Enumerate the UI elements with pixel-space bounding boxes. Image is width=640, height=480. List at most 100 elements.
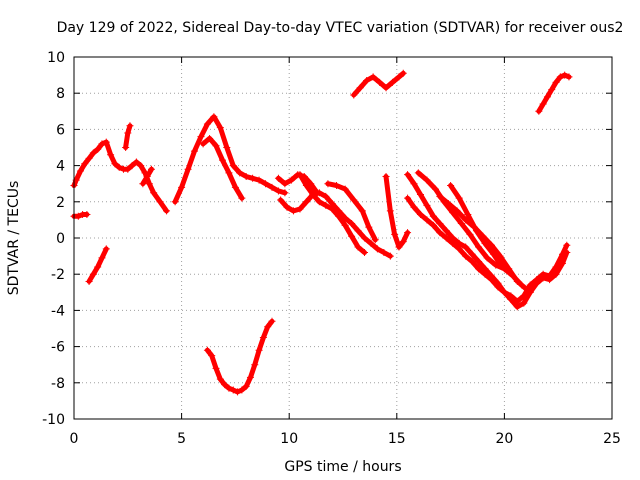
data-point bbox=[475, 243, 483, 251]
y-axis-label: SDTVAR / TECUs bbox=[6, 181, 22, 296]
data-point bbox=[324, 180, 332, 188]
data-point bbox=[143, 172, 151, 180]
data-point bbox=[513, 297, 521, 305]
data-point bbox=[475, 258, 483, 266]
data-point bbox=[341, 221, 349, 229]
data-point bbox=[102, 138, 110, 146]
data-point bbox=[436, 220, 444, 228]
data-point bbox=[371, 236, 379, 244]
series-arc-10 bbox=[296, 171, 369, 256]
data-point bbox=[229, 386, 237, 394]
data-point bbox=[225, 384, 233, 392]
data-point bbox=[462, 252, 470, 260]
data-point bbox=[444, 200, 452, 208]
data-point bbox=[391, 230, 399, 238]
data-point bbox=[251, 361, 259, 369]
data-point bbox=[429, 212, 437, 220]
data-point bbox=[124, 129, 132, 137]
data-point bbox=[552, 263, 560, 271]
data-point bbox=[102, 245, 110, 253]
data-point bbox=[453, 207, 461, 215]
data-point bbox=[236, 169, 244, 177]
data-point bbox=[206, 134, 214, 142]
data-point bbox=[296, 205, 304, 213]
data-point bbox=[107, 151, 115, 159]
data-point bbox=[535, 107, 543, 115]
data-point bbox=[242, 382, 250, 390]
x-tick-label: 0 bbox=[70, 431, 79, 447]
data-point bbox=[361, 234, 369, 242]
data-point bbox=[565, 73, 573, 81]
data-point bbox=[309, 191, 317, 199]
data-point bbox=[404, 229, 412, 237]
data-point bbox=[468, 258, 476, 266]
data-point bbox=[543, 93, 551, 101]
data-point bbox=[210, 113, 218, 121]
y-tick-label: -2 bbox=[51, 267, 65, 283]
data-point bbox=[520, 292, 528, 300]
data-point bbox=[382, 84, 390, 92]
series-arc-18 bbox=[404, 194, 571, 305]
data-point bbox=[171, 198, 179, 206]
data-point bbox=[139, 180, 147, 188]
series-arc-3 bbox=[85, 245, 110, 285]
data-point bbox=[283, 203, 291, 211]
data-point bbox=[367, 239, 375, 247]
data-point bbox=[234, 388, 242, 396]
series-arc-13 bbox=[382, 172, 412, 251]
data-point bbox=[274, 174, 282, 182]
data-point bbox=[350, 196, 358, 204]
data-point bbox=[302, 182, 310, 190]
data-point bbox=[539, 100, 547, 108]
data-point bbox=[561, 71, 569, 79]
data-point bbox=[348, 220, 356, 228]
data-point bbox=[399, 69, 407, 77]
data-point bbox=[436, 229, 444, 237]
data-point bbox=[335, 212, 343, 220]
data-point bbox=[404, 171, 412, 179]
series-line bbox=[172, 114, 288, 205]
data-point bbox=[223, 144, 231, 151]
data-point bbox=[380, 248, 388, 256]
y-tick-label: -6 bbox=[51, 340, 65, 356]
data-point bbox=[197, 133, 205, 141]
data-point bbox=[203, 346, 211, 354]
series-arc-9 bbox=[277, 189, 394, 260]
data-point bbox=[89, 149, 97, 157]
data-point bbox=[242, 172, 250, 180]
data-point bbox=[268, 317, 276, 325]
data-point bbox=[212, 364, 220, 372]
data-point bbox=[212, 142, 220, 150]
x-tick-label: 5 bbox=[177, 431, 186, 447]
y-tick-label: 10 bbox=[47, 50, 65, 66]
data-point bbox=[74, 212, 82, 220]
data-point bbox=[563, 241, 571, 249]
data-point bbox=[255, 346, 263, 354]
data-point bbox=[191, 147, 199, 155]
data-point bbox=[128, 162, 136, 170]
series-arc-17 bbox=[447, 182, 506, 271]
data-point bbox=[490, 250, 498, 258]
data-point bbox=[356, 84, 364, 92]
data-point bbox=[147, 165, 155, 173]
data-point bbox=[436, 192, 444, 200]
series-arc-12 bbox=[350, 69, 407, 99]
series-arc-4 bbox=[122, 122, 134, 151]
series-arc-5 bbox=[139, 165, 155, 188]
data-point bbox=[126, 122, 134, 130]
data-point bbox=[302, 198, 310, 206]
data-point bbox=[315, 198, 323, 206]
data-point bbox=[249, 174, 257, 182]
data-point bbox=[386, 207, 394, 215]
data-point bbox=[548, 86, 556, 94]
data-point bbox=[246, 373, 254, 381]
series-arc-7 bbox=[199, 134, 246, 202]
y-tick-label: -10 bbox=[42, 412, 65, 428]
data-point bbox=[447, 182, 455, 190]
data-point bbox=[410, 203, 418, 211]
data-point bbox=[163, 207, 171, 215]
data-point bbox=[505, 265, 513, 273]
data-point bbox=[475, 265, 483, 273]
data-point bbox=[268, 183, 276, 191]
